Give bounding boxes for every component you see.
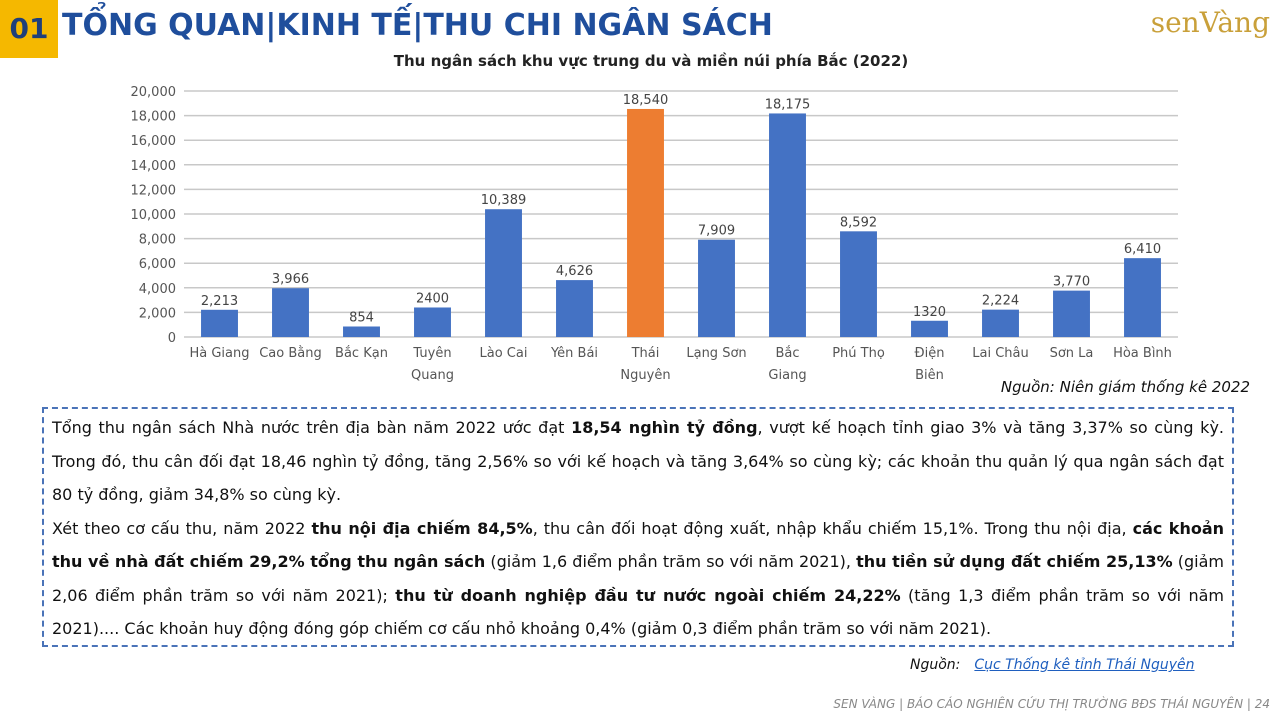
value-label: 6,410	[1124, 242, 1161, 257]
text: Tổng thu ngân sách Nhà nước trên địa bàn…	[52, 418, 572, 437]
bar	[414, 307, 451, 337]
x-tick-label: Hòa Bình	[1113, 346, 1172, 361]
bold-text: thu nội địa chiếm 84,5%	[311, 518, 533, 538]
bar	[982, 309, 1019, 337]
x-tick-label: Tuyên Quang	[411, 346, 454, 383]
bar	[698, 239, 735, 337]
source-link[interactable]: Cục Thống kê tỉnh Thái Nguyên	[974, 657, 1195, 673]
value-label: 3,770	[1053, 275, 1090, 290]
source-label: Nguồn:	[910, 657, 961, 673]
bar	[1124, 258, 1161, 337]
text: , thu cân đối hoạt động xuất, nhập khẩu …	[532, 518, 1133, 538]
bold-text: 18,54 nghìn tỷ đồng	[571, 418, 758, 437]
x-tick-label: Hà Giang	[189, 346, 250, 361]
bar	[272, 288, 309, 337]
y-tick-label: 16,000	[131, 134, 177, 149]
y-tick-label: 10,000	[131, 208, 177, 223]
x-tick-label: Lai Châu	[972, 346, 1029, 361]
y-tick-label: 20,000	[131, 85, 177, 100]
value-label: 18,540	[623, 93, 669, 108]
y-tick-label: 8,000	[139, 233, 176, 248]
text-box: Tổng thu ngân sách Nhà nước trên địa bàn…	[42, 407, 1234, 647]
text: , vượt kế hoạch tỉnh giao 3% và tăng 3,3…	[52, 418, 1224, 504]
value-label: 10,389	[481, 193, 527, 208]
bold-text: các khoản thu về nhà đất chiếm 29,2% tổn…	[52, 518, 1225, 572]
footer: SEN VÀNG | BÁO CÁO NGHIÊN CỨU THỊ TRƯỜNG…	[833, 697, 1270, 711]
x-tick-label: Lạng Sơn	[686, 346, 747, 361]
text: (giảm 1,6 điểm phần trăm so với năm 2021…	[485, 552, 857, 571]
y-tick-label: 6,000	[139, 257, 176, 272]
bold-text: thu từ doanh nghiệp đầu tư nước ngoài ch…	[395, 585, 901, 605]
y-tick-label: 2,000	[139, 306, 176, 321]
y-tick-label: 0	[168, 331, 176, 346]
bar	[911, 320, 948, 337]
x-tick-label: Thái Nguyên	[620, 346, 671, 383]
text: (tăng 1,3 điểm phần trăm so với năm 2021…	[52, 585, 1224, 639]
source: Nguồn: Cục Thống kê tỉnh Thái Nguyên	[910, 657, 1194, 673]
x-tick-label: Cao Bằng	[259, 346, 322, 361]
value-label: 3,966	[272, 272, 309, 287]
value-label: 7,909	[698, 224, 735, 239]
bar	[769, 113, 806, 337]
text: (giảm 2,06 điểm phần trăm so với năm 202…	[52, 552, 1225, 605]
bar	[201, 309, 238, 337]
section-number: 01	[0, 0, 58, 58]
chart-source: Nguồn: Niên giám thống kê 2022	[1000, 378, 1250, 396]
y-tick-label: 4,000	[139, 282, 176, 297]
value-label: 4,626	[556, 264, 593, 279]
bar	[343, 326, 380, 337]
chart: Thu ngân sách khu vực trung du và miền n…	[131, 51, 1178, 346]
chart-title: Thu ngân sách khu vực trung du và miền n…	[394, 51, 908, 70]
bold-text: thu tiền sử dụng đất chiếm 25,13%	[856, 552, 1173, 571]
value-label: 1320	[913, 305, 946, 320]
bar	[1053, 290, 1090, 337]
y-tick-label: 18,000	[131, 110, 177, 125]
x-tick-label: Sơn La	[1049, 346, 1094, 361]
value-label: 2400	[416, 291, 449, 306]
y-tick-label: 14,000	[131, 159, 177, 174]
y-tick-label: 12,000	[131, 183, 177, 198]
bar	[840, 231, 877, 337]
x-tick-label: Yên Bái	[550, 346, 599, 361]
x-tick-label: Phú Thọ	[832, 346, 885, 361]
paragraph: Tổng thu ngân sách Nhà nước trên địa bàn…	[52, 411, 1224, 512]
bar	[485, 209, 522, 337]
x-tick-label: Bắc Giang	[768, 346, 807, 383]
x-tick-label: Bắc Kạn	[335, 346, 388, 361]
value-label: 2,224	[982, 294, 1019, 309]
bar	[556, 280, 593, 337]
paragraph: Xét theo cơ cấu thu, năm 2022 thu nội đị…	[52, 512, 1224, 646]
bar	[627, 108, 664, 337]
text: Xét theo cơ cấu thu, năm 2022	[52, 518, 312, 538]
x-tick-label: Lào Cai	[479, 346, 528, 361]
value-label: 18,175	[765, 97, 811, 112]
logo: senVàng	[1150, 6, 1270, 39]
value-label: 854	[349, 310, 374, 325]
slide-title: TỔNG QUAN|KINH TẾ|THU CHI NGÂN SÁCH	[62, 8, 773, 43]
value-label: 2,213	[201, 294, 238, 309]
x-tick-label: Điện Biên	[914, 346, 945, 383]
value-label: 8,592	[840, 215, 877, 230]
